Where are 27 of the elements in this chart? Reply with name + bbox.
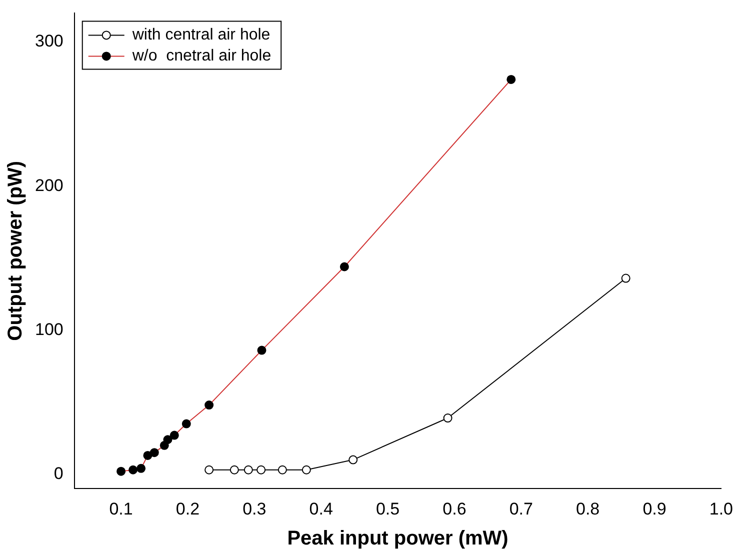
point	[278, 465, 287, 474]
x-tick-label: 0.7	[509, 499, 533, 518]
point	[204, 465, 214, 474]
y-tick-label: 100	[34, 320, 64, 339]
x-tick-label: 1.0	[709, 499, 734, 518]
y-tick-label: 200	[34, 176, 64, 195]
x-axis-title: Peak input power (mW)	[287, 528, 508, 550]
y-tick-label: 0	[54, 464, 64, 483]
legend-label: with central air hole	[131, 26, 270, 44]
x-tick-label: 0.2	[176, 499, 200, 518]
x-tick-label: 0.6	[442, 499, 466, 518]
point	[621, 274, 630, 283]
point	[348, 455, 358, 464]
point	[443, 414, 452, 423]
x-tick-label: 0.8	[576, 499, 600, 518]
point	[256, 465, 266, 474]
point	[230, 465, 239, 474]
x-tick-label: 0.1	[109, 499, 133, 518]
point	[244, 465, 253, 474]
y-tick-label: 300	[34, 32, 64, 51]
x-tick-label: 0.4	[309, 499, 333, 518]
x-tick-label: 0.5	[376, 499, 400, 518]
legend-label: w/o cnetral air hole	[131, 48, 272, 65]
x-tick-label: 0.3	[242, 499, 266, 518]
x-tick-label: 0.9	[642, 499, 666, 518]
y-axis-title: Output power (pW)	[4, 160, 27, 341]
point	[302, 465, 311, 474]
